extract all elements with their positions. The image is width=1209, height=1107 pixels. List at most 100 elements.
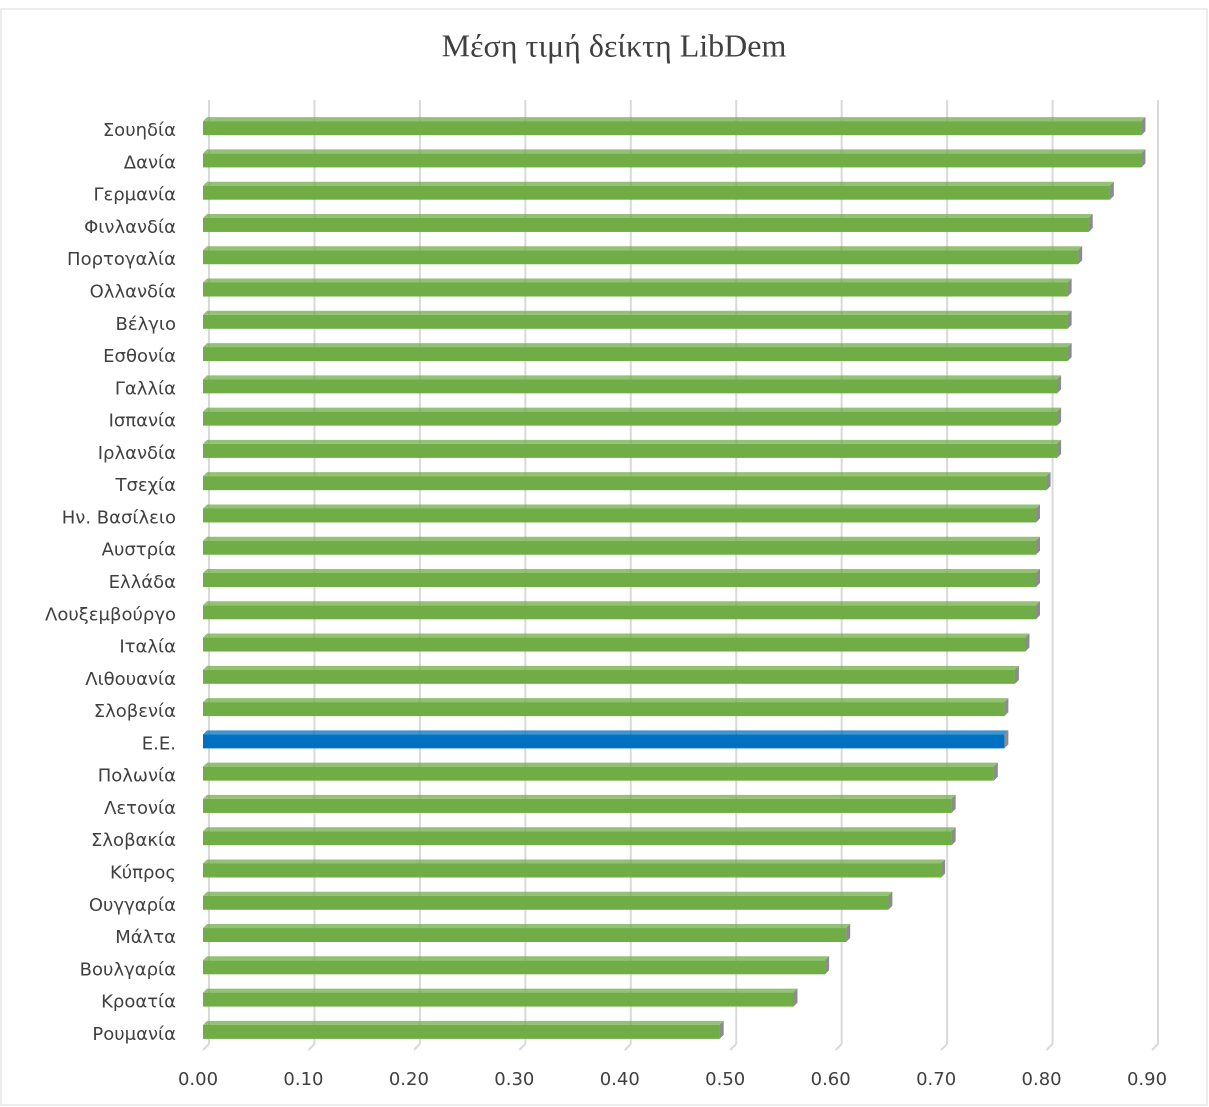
bar-side: [825, 956, 830, 975]
bar: [203, 250, 1079, 265]
bar-side: [1141, 149, 1146, 168]
bar: [203, 153, 1142, 168]
bar: [203, 863, 942, 878]
bar: [203, 605, 1037, 620]
bar: [203, 895, 889, 910]
grid-floor: [624, 1043, 632, 1051]
y-tick-label: Γαλλία: [115, 378, 176, 399]
bar-side: [1109, 181, 1114, 200]
bar-side: [1057, 439, 1062, 458]
y-tick-label: Μάλτα: [115, 927, 176, 948]
bar-top: [203, 569, 1041, 573]
bar-side: [1036, 536, 1041, 555]
x-tick-label: 0.20: [389, 1069, 429, 1090]
bar: [203, 766, 994, 781]
bar: [203, 669, 1015, 684]
bar: [203, 347, 1068, 362]
x-tick-label: 0.10: [283, 1069, 323, 1090]
x-tick-label: 0.00: [178, 1069, 218, 1090]
bar-side: [951, 794, 956, 813]
chart-title: Μέση τιμή δείκτη LibDem: [442, 27, 787, 63]
bar-side: [1025, 633, 1030, 652]
bar-side: [1088, 213, 1093, 232]
bar: [203, 185, 1110, 200]
y-tick-label: Λουξεμβούργο: [45, 604, 176, 625]
bar-side: [1004, 698, 1009, 717]
grid-floor: [834, 1043, 843, 1051]
bar-top: [203, 859, 946, 864]
bar-top: [203, 698, 1009, 703]
bar-top: [203, 536, 1041, 541]
bar: [203, 121, 1142, 136]
bar: [203, 217, 1089, 232]
y-tick-label: Λιθουανία: [85, 669, 176, 690]
y-tick-label: Πολωνία: [98, 766, 176, 787]
bar: [203, 540, 1037, 555]
y-tick-label: Ην. Βασίλειο: [62, 507, 176, 528]
grid-floor: [202, 1043, 210, 1051]
bar-top: [203, 601, 1041, 606]
bar-top: [203, 956, 830, 961]
y-tick-label: Τσεχία: [115, 475, 177, 496]
grid-floor: [413, 1043, 421, 1051]
grid-floor: [307, 1043, 316, 1051]
y-tick-label: Φινλανδία: [84, 217, 176, 238]
bar-side: [993, 762, 998, 781]
bar: [203, 314, 1068, 329]
bar-top: [203, 181, 1114, 186]
bar-top: [203, 343, 1072, 348]
bar-top: [203, 375, 1062, 380]
bar-side: [1067, 278, 1072, 297]
x-tick-label: 0.70: [916, 1069, 956, 1090]
bar-side: [1046, 472, 1051, 491]
bar-side: [1036, 504, 1041, 523]
y-tick-label: Βέλγιο: [116, 314, 177, 335]
bar-side: [719, 1020, 724, 1039]
bar-top: [203, 1020, 724, 1025]
bar-top: [203, 504, 1041, 509]
y-tick-label: Σλοβενία: [94, 701, 176, 722]
bar: [203, 702, 1005, 717]
bar-top: [203, 827, 956, 832]
bar-side: [1014, 665, 1019, 684]
y-tick-label: Ρουμανία: [92, 1024, 176, 1045]
bar-top: [203, 794, 956, 799]
bar-top: [203, 310, 1072, 315]
bar-top: [203, 246, 1083, 251]
grid-floor: [940, 1043, 948, 1051]
bar: [203, 573, 1037, 587]
y-tick-label: Ουγγαρία: [89, 895, 176, 916]
y-tick-label: Αυστρία: [102, 540, 176, 561]
bar-side: [888, 891, 893, 910]
x-tick-label: 0.90: [1127, 1069, 1167, 1090]
bar-side: [793, 988, 798, 1007]
bar: [203, 928, 847, 943]
y-tick-label: Πορτογαλία: [67, 249, 176, 270]
bar-top: [203, 472, 1051, 477]
y-tick-label: Σλοβακία: [91, 830, 176, 851]
bar-top: [203, 117, 1146, 122]
bar: [203, 637, 1026, 652]
bar-top: [203, 439, 1062, 444]
bar-top: [203, 730, 1009, 735]
y-tick-label: Κύπρος: [110, 862, 176, 883]
y-tick-label: Ολλανδία: [90, 282, 176, 303]
x-tick-label: 0.30: [494, 1069, 534, 1090]
bar: [203, 734, 1005, 749]
bar: [203, 476, 1047, 491]
bar-top: [203, 633, 1030, 638]
bar: [203, 831, 952, 846]
bar-top: [203, 924, 851, 929]
x-tick-label: 0.50: [705, 1069, 745, 1090]
bar-top: [203, 988, 798, 993]
bar: [203, 992, 794, 1007]
y-tick-label: Ιρλανδία: [98, 443, 176, 464]
bar-side: [1141, 117, 1146, 136]
y-tick-label: Λετονία: [104, 798, 176, 819]
bar-side: [1004, 730, 1009, 749]
bar-top: [203, 665, 1019, 670]
bar: [203, 282, 1068, 297]
bar-side: [1078, 246, 1083, 265]
grid-floor: [729, 1043, 737, 1051]
bar-side: [1057, 407, 1062, 426]
